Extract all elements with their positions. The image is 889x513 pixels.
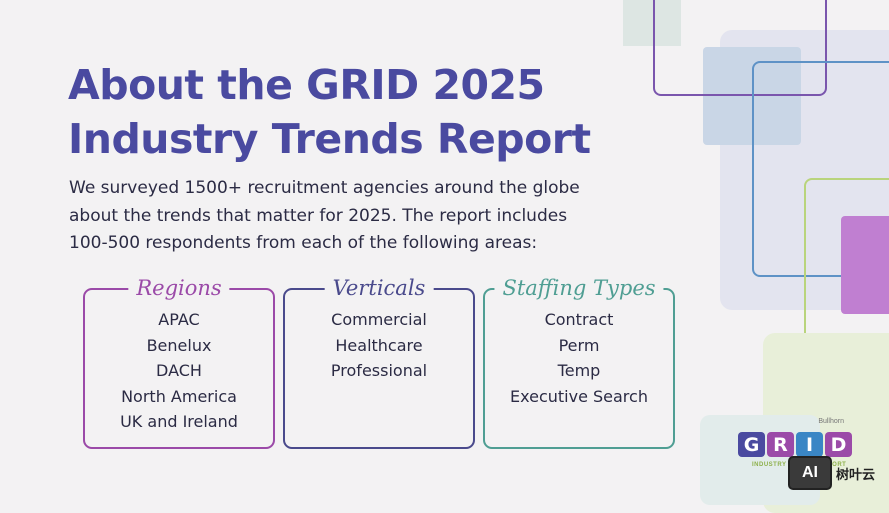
watermark-text: 树叶云 xyxy=(836,466,876,482)
regions-heading: Regions xyxy=(128,274,230,302)
grid-letter-g: G xyxy=(738,432,765,457)
list-item: Benelux xyxy=(146,335,212,355)
list-item: Contract xyxy=(544,310,614,329)
verticals-box: Verticals Commercial Healthcare Professi… xyxy=(283,274,475,449)
intro-paragraph: We surveyed 1500+ recruitment agencies a… xyxy=(69,175,629,258)
grid-letter-r: R xyxy=(767,432,794,457)
watermark-badge: AI xyxy=(788,456,832,490)
intro-line-1: We surveyed 1500+ recruitment agencies a… xyxy=(69,178,580,198)
staffing-types-heading: Staffing Types xyxy=(494,274,664,302)
regions-list: APAC Benelux DACH North America UK and I… xyxy=(85,307,273,435)
watermark: AI 树叶云 xyxy=(788,456,875,490)
list-item: DACH xyxy=(156,361,202,380)
deco-outline-blue xyxy=(752,61,889,277)
deco-square-teal xyxy=(623,0,681,46)
list-item: North America xyxy=(121,386,237,406)
list-item: Perm xyxy=(558,335,600,355)
list-item: Temp xyxy=(557,361,601,380)
list-item: APAC xyxy=(158,310,200,329)
verticals-list: Commercial Healthcare Professional xyxy=(285,307,473,384)
list-item: Healthcare xyxy=(335,335,423,355)
title-line-1: About the GRID 2025 xyxy=(68,61,545,109)
list-item: UK and Ireland xyxy=(120,412,238,431)
list-item: Commercial xyxy=(331,310,427,329)
intro-line-2: about the trends that matter for 2025. T… xyxy=(69,205,568,226)
grid-letter-d: D xyxy=(825,432,852,457)
bullhorn-brand: Bullhorn xyxy=(818,418,844,425)
grid-letter-i: I xyxy=(796,432,823,457)
list-item: Professional xyxy=(330,361,428,380)
staffing-types-list: Contract Perm Temp Executive Search xyxy=(485,307,673,409)
regions-box: Regions APAC Benelux DACH North America … xyxy=(83,274,275,449)
intro-line-3: 100-500 respondents from each of the fol… xyxy=(69,233,538,253)
deco-square-magenta xyxy=(841,216,889,314)
page-title: About the GRID 2025 Industry Trends Repo… xyxy=(68,58,591,166)
list-item: Executive Search xyxy=(510,386,648,406)
staffing-types-box: Staffing Types Contract Perm Temp Execut… xyxy=(483,274,675,449)
title-line-2: Industry Trends Report xyxy=(68,115,591,163)
grid-logo: G R I D xyxy=(738,432,852,457)
verticals-heading: Verticals xyxy=(324,274,434,302)
deco-outline-purple xyxy=(653,0,827,96)
